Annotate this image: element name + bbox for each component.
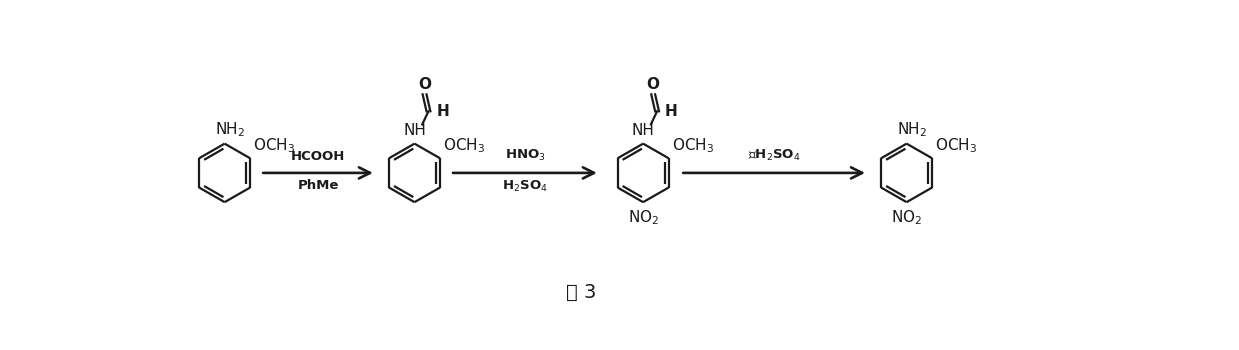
Text: NO$_2$: NO$_2$ — [627, 208, 659, 227]
Text: NH$_2$: NH$_2$ — [897, 120, 927, 139]
Text: O: O — [647, 77, 659, 92]
Text: O: O — [418, 77, 431, 92]
Text: H: H — [665, 104, 678, 119]
Text: H: H — [436, 104, 449, 119]
Text: PhMe: PhMe — [297, 179, 338, 192]
Text: 式 3: 式 3 — [566, 283, 596, 302]
Text: OCH$_3$: OCH$_3$ — [935, 136, 978, 155]
Text: OCH$_3$: OCH$_3$ — [672, 136, 714, 155]
Text: H$_2$SO$_4$: H$_2$SO$_4$ — [502, 179, 548, 194]
Text: HCOOH: HCOOH — [291, 150, 346, 163]
Text: NH$_2$: NH$_2$ — [214, 120, 245, 139]
Text: HNO$_3$: HNO$_3$ — [504, 148, 545, 163]
Text: OCH$_3$: OCH$_3$ — [444, 136, 486, 155]
Text: OCH$_3$: OCH$_3$ — [253, 136, 295, 155]
Text: 缸H$_2$SO$_4$: 缸H$_2$SO$_4$ — [748, 148, 800, 163]
Text: NH: NH — [632, 123, 654, 138]
Text: NO$_2$: NO$_2$ — [891, 208, 922, 227]
Text: NH: NH — [403, 123, 426, 138]
